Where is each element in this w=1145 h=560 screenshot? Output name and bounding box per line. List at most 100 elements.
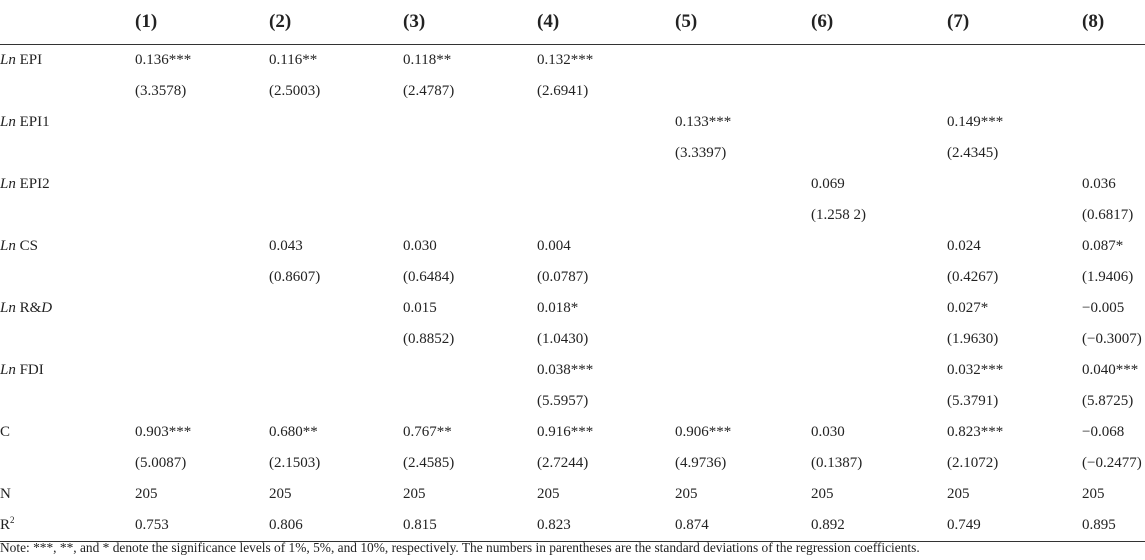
table-row: (5.0087) (2.1503) (2.4585) (2.7244) (4.9736)… — [0, 448, 1145, 479]
table-row: (0.8852) (1.0430) (1.9630) (−0.3007) — [0, 324, 1145, 355]
table-cell — [675, 293, 811, 324]
table-cell — [537, 200, 675, 231]
table-cell — [135, 231, 269, 262]
row-label — [0, 200, 135, 231]
table-cell: 0.749 — [947, 510, 1082, 542]
table-row: C 0.903*** 0.680** 0.767** 0.916*** 0.906*** 0… — [0, 417, 1145, 448]
table-cell: 0.906*** — [675, 424, 732, 440]
row-label-prefix: Ln — [0, 362, 16, 378]
table-cell — [403, 169, 537, 200]
row-label — [0, 76, 135, 107]
table-cell — [811, 138, 947, 169]
table-cell — [811, 324, 947, 355]
table-cell — [675, 76, 811, 107]
row-label: Ln R&D — [0, 293, 135, 324]
column-header: (1) — [135, 0, 269, 45]
table-cell: (2.4585) — [403, 455, 455, 471]
table-cell: 205 — [947, 486, 970, 502]
table-cell — [403, 355, 537, 386]
table-cell: (3.3397) — [675, 145, 727, 161]
table-cell — [675, 169, 811, 200]
table-cell: 0.116** — [269, 52, 318, 68]
table-cell: 0.895 — [1082, 510, 1145, 542]
table-cell: 0.030 — [811, 424, 845, 440]
table-row: Ln EPI2 0.069 0.036 — [0, 169, 1145, 200]
table-row: Ln CS 0.043 0.030 0.004 0.024 0.087* — [0, 231, 1145, 262]
table-cell: 0.018* — [537, 300, 579, 316]
row-label-prefix: Ln — [0, 300, 16, 316]
table-cell — [1082, 107, 1145, 138]
table-row: Ln FDI 0.038*** 0.032*** 0.040*** — [0, 355, 1145, 386]
column-header: (2) — [269, 0, 403, 45]
table-row: Ln R&D 0.015 0.018* 0.027* −0.005 — [0, 293, 1145, 324]
regression-table: (1) (2) (3) (4) (5) (6) (7) (8) Ln EPI 0.… — [0, 0, 1145, 542]
row-label: R2 — [0, 510, 135, 542]
header-row: (1) (2) (3) (4) (5) (6) (7) (8) — [0, 0, 1145, 45]
table-row: (3.3578) (2.5003) (2.4787) (2.6941) — [0, 76, 1145, 107]
table-cell — [269, 138, 403, 169]
table-cell — [675, 45, 811, 77]
table-cell: (0.0787) — [537, 269, 589, 285]
table-cell — [403, 107, 537, 138]
table-cell: (0.8852) — [403, 331, 455, 347]
table-row: Ln EPI 0.136*** 0.116** 0.118** 0.132*** — [0, 45, 1145, 77]
table-cell — [1082, 76, 1145, 107]
table-cell — [269, 169, 403, 200]
table-cell: −0.005 — [1082, 300, 1125, 316]
table-cell — [269, 200, 403, 231]
table-cell: 0.823*** — [947, 424, 1004, 440]
table-cell: 0.132*** — [537, 52, 594, 68]
table-cell: 0.874 — [675, 510, 811, 542]
table-cell: 0.036 — [1082, 176, 1116, 192]
table-row: (0.8607) (0.6484) (0.0787) (0.4267) (1.9406) — [0, 262, 1145, 293]
table-cell: 205 — [269, 486, 292, 502]
table-row: R2 0.753 0.806 0.815 0.823 0.874 0.892 0.749 0.8… — [0, 510, 1145, 542]
row-label: Ln EPI2 — [0, 169, 135, 200]
table-cell: (0.6484) — [403, 269, 455, 285]
table-cell: 0.136*** — [135, 52, 192, 68]
row-label-prefix: Ln — [0, 176, 16, 192]
table-cell — [135, 200, 269, 231]
table-cell — [403, 138, 537, 169]
row-label: Ln FDI — [0, 355, 135, 386]
table-cell: 205 — [537, 486, 560, 502]
table-cell: 0.823 — [537, 510, 675, 542]
table-cell: (5.3791) — [947, 393, 999, 409]
table-cell: 0.753 — [135, 510, 269, 542]
table-cell — [1082, 138, 1145, 169]
column-header: (4) — [537, 0, 675, 45]
table-cell — [811, 386, 947, 417]
table-cell — [135, 386, 269, 417]
table-cell — [135, 324, 269, 355]
table-cell — [947, 200, 1082, 231]
column-header: (3) — [403, 0, 537, 45]
table-cell: 205 — [1082, 486, 1105, 502]
row-label-prefix: Ln — [0, 238, 16, 254]
column-header: (6) — [811, 0, 947, 45]
table-cell: (0.6817) — [1082, 207, 1134, 223]
row-label — [0, 138, 135, 169]
table-cell — [675, 231, 811, 262]
table-cell — [403, 200, 537, 231]
table-row: Ln EPI1 0.133*** 0.149*** — [0, 107, 1145, 138]
table-cell: 0.916*** — [537, 424, 594, 440]
table-note: Note: ***, **, and * denote the signific… — [0, 540, 920, 555]
table-cell — [811, 107, 947, 138]
table-cell: (2.6941) — [537, 83, 589, 99]
row-label: Ln EPI1 — [0, 107, 135, 138]
column-header: (7) — [947, 0, 1082, 45]
row-label: Ln EPI — [0, 45, 135, 77]
table-cell — [269, 355, 403, 386]
table-cell: (2.1503) — [269, 455, 321, 471]
table-cell: 0.892 — [811, 510, 947, 542]
table-cell: 0.015 — [403, 300, 437, 316]
table-cell: 0.069 — [811, 176, 845, 192]
table-cell — [811, 262, 947, 293]
table-cell — [537, 138, 675, 169]
table-cell: 0.680** — [269, 424, 318, 440]
table-cell — [269, 324, 403, 355]
row-label-name: C — [0, 424, 11, 440]
table-cell — [947, 76, 1082, 107]
column-header: (5) — [675, 0, 811, 45]
